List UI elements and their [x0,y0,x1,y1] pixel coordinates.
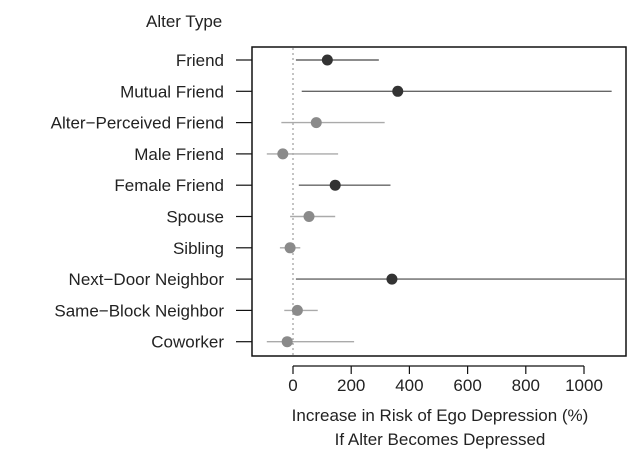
x-axis-label-line2: If Alter Becomes Depressed [335,430,546,449]
y-tick-label: Coworker [151,333,224,352]
x-axis-label: Increase in Risk of Ego Depression (%) [292,406,589,425]
y-tick-label: Sibling [173,239,224,258]
estimate-point [281,336,293,348]
estimate-point [392,85,404,97]
estimate-point [329,179,341,191]
y-tick-label: Male Friend [134,145,224,164]
confidence-intervals [266,59,625,343]
plot-frame [251,46,627,357]
x-tick-label: 800 [512,376,540,395]
y-tick-label: Mutual Friend [120,82,224,101]
y-tick-label: Spouse [166,208,224,227]
estimate-point [310,117,322,129]
estimate-point [291,304,303,316]
y-tick-label: Alter−Perceived Friend [51,114,224,133]
estimate-point [284,242,296,254]
y-tick-label: Friend [176,51,224,70]
y-tick-label: Next−Door Neighbor [69,270,225,289]
estimate-point [277,148,289,160]
estimate-point [321,54,333,66]
x-axis-ticks: 0 200 400 600 800 1000 [288,366,603,395]
x-tick-label: 200 [337,376,365,395]
estimate-point [303,211,315,222]
chart-title: Alter Type [146,12,222,31]
x-tick-label: 600 [453,376,481,395]
x-tick-label: 400 [395,376,423,395]
y-axis-ticks [236,59,252,343]
y-tick-label: Female Friend [114,176,224,195]
x-tick-label: 0 [288,376,297,395]
y-axis-labels: Friend Mutual Friend Alter−Perceived Frien… [51,51,225,352]
estimate-points [277,54,404,348]
x-tick-label: 1000 [565,376,603,395]
estimate-point [386,273,398,285]
y-tick-label: Same−Block Neighbor [54,301,224,320]
